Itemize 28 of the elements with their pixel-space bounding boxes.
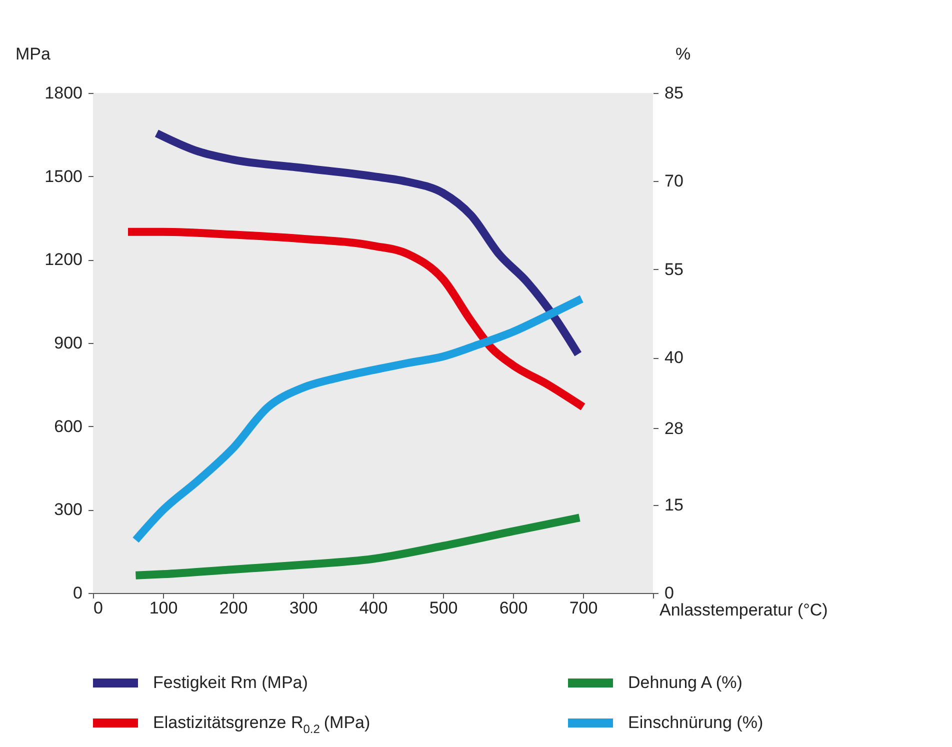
x-tick-label: 0 [94, 598, 103, 618]
y2-tick-label: 85 [664, 84, 684, 102]
x-tick-label: 700 [569, 598, 598, 618]
x-tick-label: 600 [499, 598, 528, 618]
y-tick-label: 0 [73, 584, 82, 602]
y2-tick-label: 15 [664, 495, 684, 514]
x-axis-title: Anlasstemperatur (°C) [660, 600, 828, 620]
y-tick-label: 900 [54, 334, 82, 352]
x-tick-label: 100 [149, 598, 178, 618]
x-tick-label: 500 [429, 598, 458, 618]
x-tick-label: 200 [219, 598, 248, 618]
x-tick-label: 400 [359, 598, 388, 618]
y2-tick-label: 70 [664, 172, 684, 191]
y2-tick-label: 28 [664, 418, 684, 438]
y-tick-label: 1500 [44, 166, 82, 186]
y2-tick-label: 55 [664, 260, 684, 279]
legend-label: Festigkeit Rm (MPa) [153, 673, 308, 692]
legend-label: Dehnung A (%) [628, 673, 742, 692]
y2-tick-label: 40 [664, 348, 684, 368]
legend-label: Einschnürung (%) [628, 713, 764, 732]
y-tick-label: 300 [54, 500, 82, 520]
y-tick-label: 1800 [44, 84, 82, 102]
y-axis-title: MPa [16, 44, 51, 64]
y2-axis-title: % [676, 44, 691, 64]
y-tick-label: 1200 [44, 250, 82, 270]
y-tick-label: 600 [54, 416, 82, 436]
x-tick-label: 300 [289, 598, 318, 618]
y2-tick-label: 0 [664, 584, 674, 602]
